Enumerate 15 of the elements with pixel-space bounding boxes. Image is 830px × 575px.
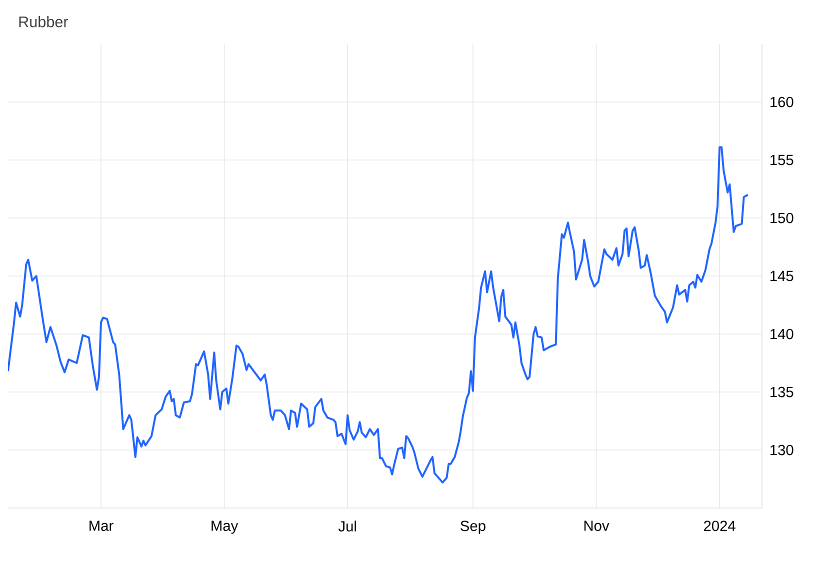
- line-series: [8, 146, 749, 484]
- x-tick-label: Sep: [460, 520, 486, 534]
- y-tick-label: 150: [770, 212, 794, 224]
- x-tick-label: Nov: [584, 520, 610, 531]
- y-tick-label: 135: [770, 386, 794, 398]
- chart-title: Rubber: [19, 16, 68, 28]
- y-tick-label: 140: [770, 328, 794, 340]
- y-tick-label: 130: [770, 444, 794, 456]
- x-tick-label: Mar: [90, 520, 114, 531]
- y-tick-label: 160: [770, 96, 794, 108]
- y-tick-label: 155: [770, 154, 794, 166]
- x-tick-label: May: [212, 520, 238, 534]
- x-tick-label: Jul: [338, 520, 356, 532]
- x-tick-label: 2024: [704, 520, 736, 532]
- y-tick-label: 145: [770, 270, 794, 282]
